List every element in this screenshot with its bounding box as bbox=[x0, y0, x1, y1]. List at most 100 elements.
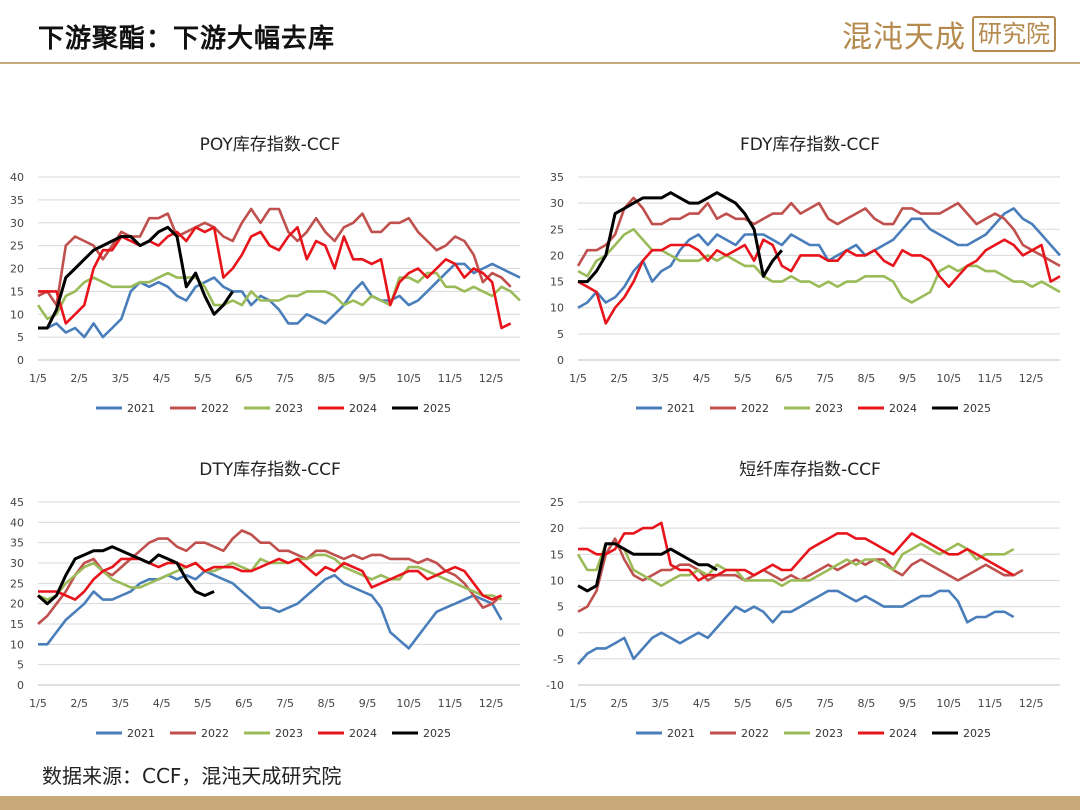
series-line-2024 bbox=[38, 557, 503, 601]
x-tick-label: 9/5 bbox=[359, 372, 377, 385]
legend-label: 2022 bbox=[201, 402, 229, 415]
x-tick-label: 1/5 bbox=[29, 372, 47, 385]
y-tick-label: 0 bbox=[17, 679, 24, 692]
x-tick-label: 6/5 bbox=[775, 697, 793, 710]
y-tick-label: 5 bbox=[557, 328, 564, 341]
x-tick-label: 4/5 bbox=[693, 697, 711, 710]
x-tick-label: 10/5 bbox=[396, 372, 421, 385]
x-tick-label: 3/5 bbox=[652, 697, 670, 710]
legend-label: 2025 bbox=[423, 727, 451, 740]
legend-label: 2021 bbox=[127, 402, 155, 415]
x-tick-label: 6/5 bbox=[775, 372, 793, 385]
logo-text: 混沌天成 bbox=[842, 20, 966, 55]
legend-label: 2022 bbox=[201, 727, 229, 740]
y-tick-label: 15 bbox=[550, 276, 564, 289]
y-tick-label: 10 bbox=[10, 638, 24, 651]
x-tick-label: 1/5 bbox=[569, 372, 587, 385]
y-tick-label: 0 bbox=[557, 354, 564, 367]
y-tick-label: 10 bbox=[10, 308, 24, 321]
x-tick-label: 10/5 bbox=[936, 372, 961, 385]
x-tick-label: 8/5 bbox=[318, 372, 336, 385]
x-tick-label: 3/5 bbox=[112, 697, 130, 710]
y-tick-label: 20 bbox=[550, 249, 564, 262]
legend-label: 2024 bbox=[349, 727, 377, 740]
y-tick-label: 10 bbox=[550, 574, 564, 587]
y-tick-label: 20 bbox=[10, 263, 24, 276]
series-line-2025 bbox=[38, 225, 234, 330]
legend-label: 2021 bbox=[667, 727, 695, 740]
y-tick-label: 5 bbox=[17, 331, 24, 344]
y-tick-label: -5 bbox=[553, 653, 564, 666]
legend-label: 2021 bbox=[667, 402, 695, 415]
y-tick-label: 5 bbox=[557, 601, 564, 614]
y-tick-label: 45 bbox=[10, 496, 24, 509]
x-tick-label: 12/5 bbox=[1019, 697, 1044, 710]
y-tick-label: 0 bbox=[17, 354, 24, 367]
x-tick-label: 10/5 bbox=[936, 697, 961, 710]
legend-label: 2023 bbox=[815, 727, 843, 740]
x-tick-label: 11/5 bbox=[978, 372, 1003, 385]
x-tick-label: 3/5 bbox=[112, 372, 130, 385]
x-tick-label: 11/5 bbox=[438, 372, 463, 385]
series-line-2023 bbox=[36, 271, 521, 321]
series-line-2024 bbox=[38, 226, 512, 330]
legend-label: 2024 bbox=[889, 402, 917, 415]
chart-title: 短纤库存指数-CCF bbox=[739, 460, 881, 480]
y-tick-label: 15 bbox=[550, 548, 564, 561]
x-tick-label: 5/5 bbox=[734, 697, 752, 710]
x-tick-label: 4/5 bbox=[693, 372, 711, 385]
series-line-2021 bbox=[577, 589, 1015, 665]
legend-label: 2022 bbox=[741, 402, 769, 415]
legend-label: 2025 bbox=[423, 402, 451, 415]
y-tick-label: 5 bbox=[17, 659, 24, 672]
series-line-2022 bbox=[576, 196, 1061, 268]
x-tick-label: 8/5 bbox=[318, 697, 336, 710]
x-tick-label: 9/5 bbox=[359, 697, 377, 710]
legend-label: 2025 bbox=[963, 402, 991, 415]
x-tick-label: 2/5 bbox=[610, 697, 628, 710]
legend-label: 2021 bbox=[127, 727, 155, 740]
legend-label: 2024 bbox=[349, 402, 377, 415]
x-tick-label: 3/5 bbox=[652, 372, 670, 385]
series-line-2023 bbox=[576, 542, 1015, 587]
y-tick-label: 30 bbox=[10, 557, 24, 570]
series-line-2024 bbox=[577, 238, 1061, 325]
series-line-2025 bbox=[577, 542, 718, 593]
chart-title: DTY库存指数-CCF bbox=[199, 460, 341, 480]
series-line-2022 bbox=[37, 207, 512, 307]
y-tick-label: 15 bbox=[10, 285, 24, 298]
y-tick-label: 35 bbox=[10, 194, 24, 207]
series-line-2021 bbox=[38, 569, 503, 650]
x-tick-label: 7/5 bbox=[816, 372, 834, 385]
source-note: 数据来源：CCF，混沌天成研究院 bbox=[42, 764, 342, 788]
page-title: 下游聚酯：下游大幅去库 bbox=[38, 24, 336, 54]
x-tick-label: 6/5 bbox=[235, 372, 253, 385]
x-tick-label: 9/5 bbox=[899, 697, 917, 710]
series-line-2023 bbox=[577, 228, 1061, 304]
y-tick-label: 15 bbox=[10, 618, 24, 631]
x-tick-label: 4/5 bbox=[153, 697, 171, 710]
legend-label: 2023 bbox=[275, 402, 303, 415]
legend-label: 2023 bbox=[815, 402, 843, 415]
y-tick-label: 30 bbox=[10, 217, 24, 230]
logo: 混沌天成 研究院 bbox=[842, 14, 1056, 55]
y-tick-label: 10 bbox=[550, 302, 564, 315]
x-tick-label: 2/5 bbox=[70, 697, 88, 710]
x-tick-label: 5/5 bbox=[194, 697, 212, 710]
x-tick-label: 6/5 bbox=[235, 697, 253, 710]
y-tick-label: 25 bbox=[550, 223, 564, 236]
y-tick-label: 0 bbox=[557, 627, 564, 640]
y-tick-label: 40 bbox=[10, 516, 24, 529]
series-line-2025 bbox=[37, 545, 215, 606]
y-tick-label: 25 bbox=[10, 240, 24, 253]
legend-label: 2023 bbox=[275, 727, 303, 740]
x-tick-label: 8/5 bbox=[858, 372, 876, 385]
x-tick-label: 11/5 bbox=[978, 697, 1003, 710]
x-tick-label: 2/5 bbox=[610, 372, 628, 385]
legend-label: 2022 bbox=[741, 727, 769, 740]
series-line-2025 bbox=[578, 191, 784, 284]
x-tick-label: 7/5 bbox=[816, 697, 834, 710]
